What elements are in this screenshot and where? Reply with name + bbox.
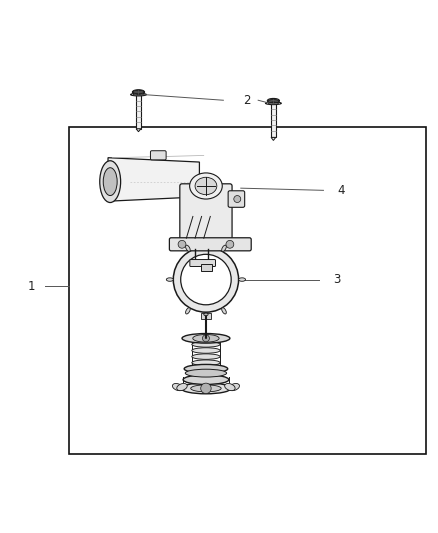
Ellipse shape <box>177 383 187 391</box>
Ellipse shape <box>192 354 220 359</box>
Ellipse shape <box>181 383 231 394</box>
FancyBboxPatch shape <box>170 238 251 251</box>
Bar <box>69 127 426 454</box>
FancyBboxPatch shape <box>201 264 212 271</box>
Ellipse shape <box>195 177 217 195</box>
Circle shape <box>178 240 186 248</box>
Circle shape <box>202 335 209 342</box>
Ellipse shape <box>265 102 281 104</box>
Ellipse shape <box>192 360 220 366</box>
Circle shape <box>181 254 231 305</box>
Ellipse shape <box>133 94 144 95</box>
Ellipse shape <box>173 383 183 391</box>
Ellipse shape <box>185 369 226 377</box>
Text: 2: 2 <box>244 94 251 107</box>
Ellipse shape <box>132 90 145 94</box>
Ellipse shape <box>268 102 279 104</box>
Circle shape <box>226 240 234 248</box>
Ellipse shape <box>193 335 219 342</box>
Ellipse shape <box>183 375 229 384</box>
Ellipse shape <box>184 365 228 373</box>
Ellipse shape <box>191 385 221 392</box>
Ellipse shape <box>166 278 173 281</box>
Text: 3: 3 <box>333 273 340 286</box>
Ellipse shape <box>186 245 190 252</box>
Ellipse shape <box>225 383 235 391</box>
FancyBboxPatch shape <box>150 151 166 160</box>
Text: 1: 1 <box>28 280 35 293</box>
Ellipse shape <box>192 366 220 372</box>
Ellipse shape <box>239 278 246 281</box>
Ellipse shape <box>103 168 117 196</box>
FancyBboxPatch shape <box>271 103 276 138</box>
Ellipse shape <box>204 313 208 316</box>
Ellipse shape <box>131 93 146 96</box>
Circle shape <box>201 383 211 393</box>
Ellipse shape <box>192 342 220 347</box>
Ellipse shape <box>100 161 120 203</box>
FancyBboxPatch shape <box>190 260 215 266</box>
Ellipse shape <box>190 173 222 199</box>
FancyBboxPatch shape <box>201 313 211 319</box>
FancyBboxPatch shape <box>136 94 141 128</box>
Circle shape <box>234 196 241 203</box>
Ellipse shape <box>182 334 230 343</box>
Ellipse shape <box>192 336 220 341</box>
Ellipse shape <box>186 308 190 314</box>
Circle shape <box>173 247 239 312</box>
Ellipse shape <box>229 383 240 391</box>
Text: 4: 4 <box>337 184 345 197</box>
Ellipse shape <box>267 99 279 103</box>
Ellipse shape <box>222 308 226 314</box>
Polygon shape <box>136 128 141 132</box>
FancyBboxPatch shape <box>180 184 232 245</box>
Polygon shape <box>108 158 199 201</box>
FancyBboxPatch shape <box>228 191 245 207</box>
Ellipse shape <box>192 348 220 353</box>
Polygon shape <box>271 138 276 141</box>
Ellipse shape <box>222 245 226 252</box>
